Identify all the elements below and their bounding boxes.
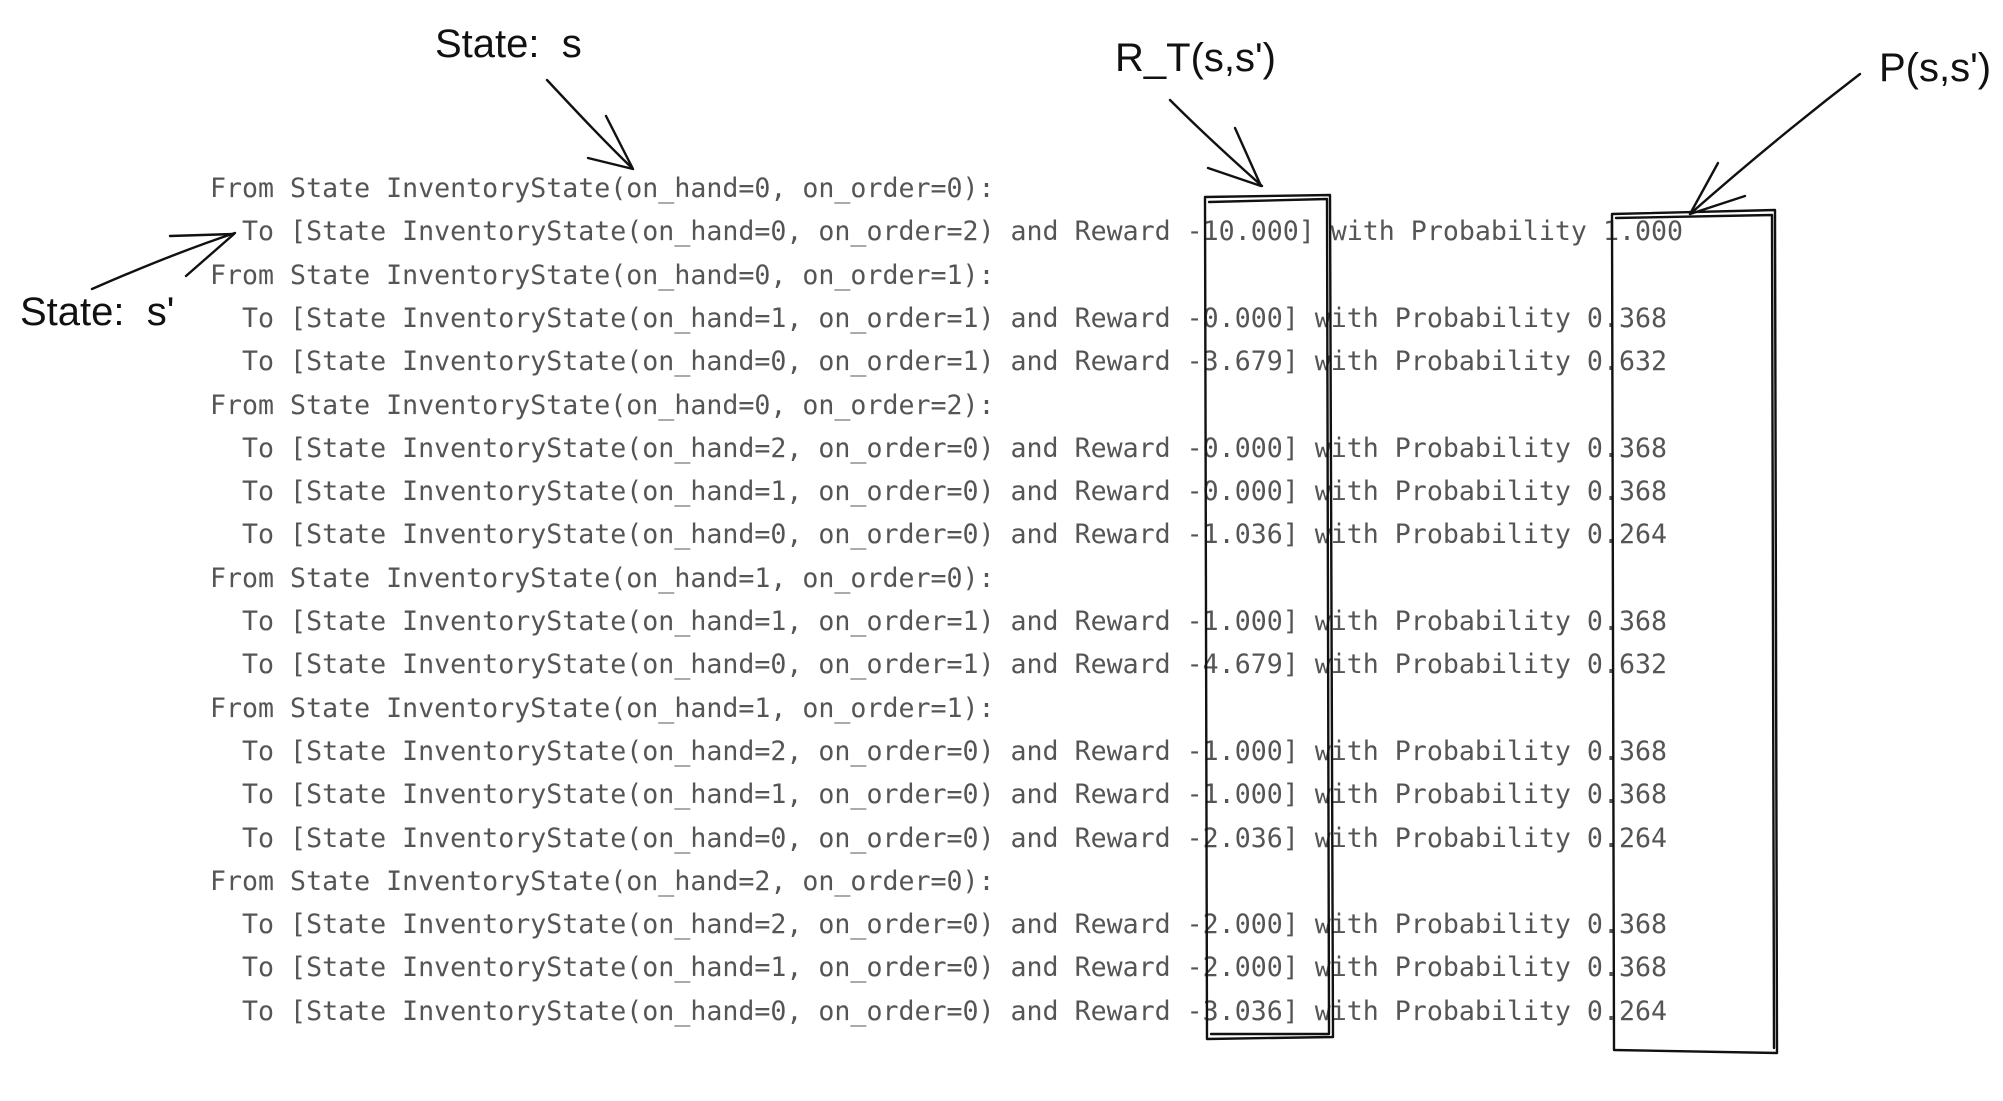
transition-line: To [State InventoryState(on_hand=2, on_o… bbox=[210, 909, 1667, 941]
arrow-reward-head bbox=[1206, 126, 1263, 188]
arrow-probability bbox=[1688, 72, 1862, 216]
from-state-line: From State InventoryState(on_hand=0, on_… bbox=[210, 259, 995, 291]
annotation-probability: P(s,s') bbox=[1879, 46, 1992, 90]
from-state-line: From State InventoryState(on_hand=1, on_… bbox=[210, 562, 995, 594]
from-state-line: From State InventoryState(on_hand=2, on_… bbox=[210, 865, 995, 897]
transition-line: To [State InventoryState(on_hand=0, on_o… bbox=[210, 519, 1667, 551]
annotation-state-s: State: s bbox=[435, 22, 582, 66]
from-state-line: From State InventoryState(on_hand=0, on_… bbox=[210, 173, 995, 204]
transition-line: To [State InventoryState(on_hand=2, on_o… bbox=[210, 735, 1667, 767]
transition-line: To [State InventoryState(on_hand=0, on_o… bbox=[210, 216, 1683, 248]
from-state-line: From State InventoryState(on_hand=1, on_… bbox=[210, 692, 995, 724]
from-state-line: From State InventoryState(on_hand=0, on_… bbox=[210, 389, 995, 421]
arrow-reward bbox=[1168, 98, 1264, 188]
annotation-state-s-prime: State: s' bbox=[20, 290, 175, 334]
transition-line: To [State InventoryState(on_hand=1, on_o… bbox=[210, 952, 1667, 984]
arrow-state-s-head bbox=[586, 114, 635, 171]
transition-line: To [State InventoryState(on_hand=1, on_o… bbox=[210, 302, 1667, 334]
transition-line: To [State InventoryState(on_hand=0, on_o… bbox=[210, 649, 1667, 681]
transition-line: To [State InventoryState(on_hand=0, on_o… bbox=[210, 346, 1667, 378]
transition-line: To [State InventoryState(on_hand=1, on_o… bbox=[210, 606, 1667, 637]
arrow-state-s bbox=[545, 78, 634, 170]
transition-line: To [State InventoryState(on_hand=1, on_o… bbox=[210, 779, 1667, 811]
transition-line: To [State InventoryState(on_hand=0, on_o… bbox=[210, 995, 1667, 1027]
arrow-probability-head bbox=[1688, 161, 1747, 216]
transition-line: To [State InventoryState(on_hand=1, on_o… bbox=[210, 476, 1667, 508]
transition-line: To [State InventoryState(on_hand=0, on_o… bbox=[210, 822, 1667, 854]
annotation-reward: R_T(s,s') bbox=[1115, 36, 1276, 80]
transition-line: To [State InventoryState(on_hand=2, on_o… bbox=[210, 432, 1667, 464]
